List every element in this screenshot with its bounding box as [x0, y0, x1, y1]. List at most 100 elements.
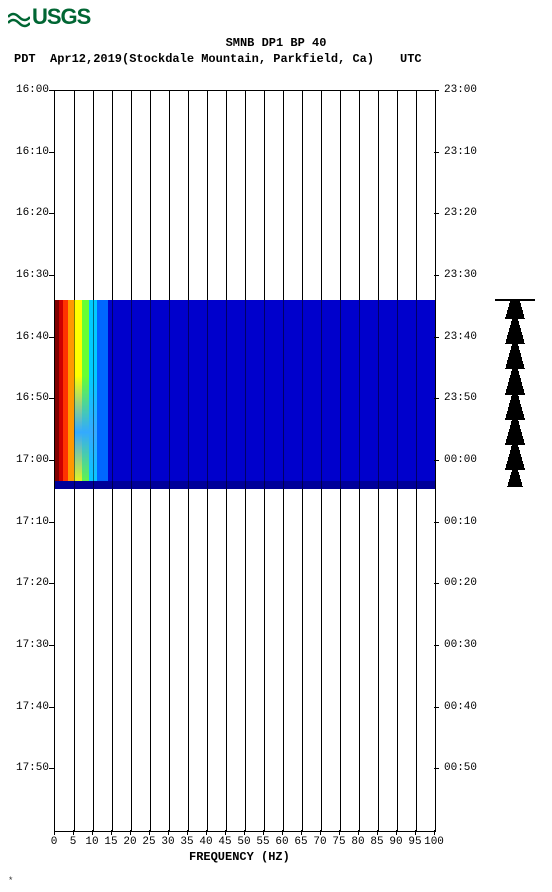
- y-tick-mark-left: [49, 398, 54, 399]
- x-tick-mark: [415, 830, 416, 835]
- y-tick-mark-left: [49, 583, 54, 584]
- y-tick-mark-right: [434, 213, 439, 214]
- x-gridline-overlay: [264, 300, 265, 488]
- x-tick-mark: [377, 830, 378, 835]
- x-tick-label: 60: [275, 836, 288, 848]
- x-tick-label: 85: [370, 836, 383, 848]
- x-tick-label: 80: [351, 836, 364, 848]
- usgs-text: USGS: [32, 4, 90, 29]
- x-tick-label: 40: [199, 836, 212, 848]
- x-tick-mark: [434, 830, 435, 835]
- x-tick-mark: [92, 830, 93, 835]
- y-tick-mark-right: [434, 583, 439, 584]
- y-tick-right: 00:50: [444, 762, 484, 774]
- x-tick-mark: [339, 830, 340, 835]
- x-tick-label: 70: [313, 836, 326, 848]
- x-tick-mark: [282, 830, 283, 835]
- x-tick-label: 90: [389, 836, 402, 848]
- x-gridline-overlay: [416, 300, 417, 488]
- x-tick-mark: [225, 830, 226, 835]
- x-tick-label: 95: [408, 836, 421, 848]
- waveform-panel: [495, 90, 535, 830]
- x-gridline-overlay: [74, 300, 75, 488]
- usgs-logo: USGS: [8, 4, 90, 30]
- y-tick-mark-left: [49, 275, 54, 276]
- x-tick-mark: [111, 830, 112, 835]
- y-tick-mark-right: [434, 275, 439, 276]
- x-tick-mark: [244, 830, 245, 835]
- x-gridline-overlay: [188, 300, 189, 488]
- y-tick-mark-left: [49, 645, 54, 646]
- y-tick-right: 23:40: [444, 331, 484, 343]
- x-gridline-overlay: [93, 300, 94, 488]
- x-gridline-overlay: [150, 300, 151, 488]
- x-tick-mark: [73, 830, 74, 835]
- x-tick-mark: [54, 830, 55, 835]
- y-tick-left: 17:30: [9, 639, 49, 651]
- y-tick-left: 17:20: [9, 577, 49, 589]
- y-tick-mark-left: [49, 522, 54, 523]
- y-tick-left: 17:40: [9, 701, 49, 713]
- spectrogram-column: [82, 300, 90, 488]
- spectrogram-column: [97, 300, 108, 488]
- y-tick-left: 16:40: [9, 331, 49, 343]
- y-tick-right: 00:10: [444, 516, 484, 528]
- y-tick-left: 16:50: [9, 392, 49, 404]
- y-tick-right: 23:00: [444, 84, 484, 96]
- x-gridline-overlay: [283, 300, 284, 488]
- y-tick-mark-right: [434, 337, 439, 338]
- y-tick-right: 23:10: [444, 146, 484, 158]
- tz-right-label: UTC: [400, 52, 422, 66]
- y-tick-mark-left: [49, 90, 54, 91]
- x-gridline-overlay: [245, 300, 246, 488]
- y-tick-mark-right: [434, 460, 439, 461]
- y-tick-right: 00:40: [444, 701, 484, 713]
- x-tick-label: 5: [70, 836, 77, 848]
- y-tick-mark-left: [49, 213, 54, 214]
- x-tick-label: 0: [51, 836, 58, 848]
- y-tick-left: 17:50: [9, 762, 49, 774]
- x-tick-label: 55: [256, 836, 269, 848]
- x-tick-mark: [187, 830, 188, 835]
- x-tick-label: 30: [161, 836, 174, 848]
- x-tick-label: 10: [85, 836, 98, 848]
- x-tick-mark: [320, 830, 321, 835]
- x-tick-mark: [149, 830, 150, 835]
- y-tick-right: 23:50: [444, 392, 484, 404]
- x-gridline-overlay: [378, 300, 379, 488]
- y-tick-right: 23:20: [444, 207, 484, 219]
- x-gridline-overlay: [321, 300, 322, 488]
- x-tick-label: 45: [218, 836, 231, 848]
- x-tick-mark: [206, 830, 207, 835]
- waveform-sample: [507, 486, 522, 487]
- y-tick-mark-left: [49, 337, 54, 338]
- y-tick-left: 17:00: [9, 454, 49, 466]
- x-tick-mark: [168, 830, 169, 835]
- x-tick-label: 100: [424, 836, 444, 848]
- x-axis-label: FREQUENCY (HZ): [189, 850, 290, 864]
- spectrogram-column: [108, 300, 435, 488]
- x-tick-label: 25: [142, 836, 155, 848]
- y-tick-left: 17:10: [9, 516, 49, 528]
- y-tick-mark-left: [49, 707, 54, 708]
- x-tick-label: 65: [294, 836, 307, 848]
- y-tick-mark-left: [49, 768, 54, 769]
- x-gridline-overlay: [397, 300, 398, 488]
- x-gridline-overlay: [302, 300, 303, 488]
- x-gridline-overlay: [131, 300, 132, 488]
- y-tick-mark-right: [434, 707, 439, 708]
- y-tick-mark-right: [434, 768, 439, 769]
- y-tick-mark-right: [434, 522, 439, 523]
- y-tick-mark-left: [49, 460, 54, 461]
- x-gridline-overlay: [226, 300, 227, 488]
- chart-title: SMNB DP1 BP 40: [0, 36, 552, 50]
- x-tick-label: 35: [180, 836, 193, 848]
- x-gridline-overlay: [169, 300, 170, 488]
- footnote: *: [8, 876, 13, 886]
- y-tick-right: 00:20: [444, 577, 484, 589]
- x-tick-label: 15: [104, 836, 117, 848]
- x-gridline-overlay: [359, 300, 360, 488]
- tz-left-label: PDT: [14, 52, 36, 66]
- y-tick-mark-right: [434, 645, 439, 646]
- y-tick-left: 16:20: [9, 207, 49, 219]
